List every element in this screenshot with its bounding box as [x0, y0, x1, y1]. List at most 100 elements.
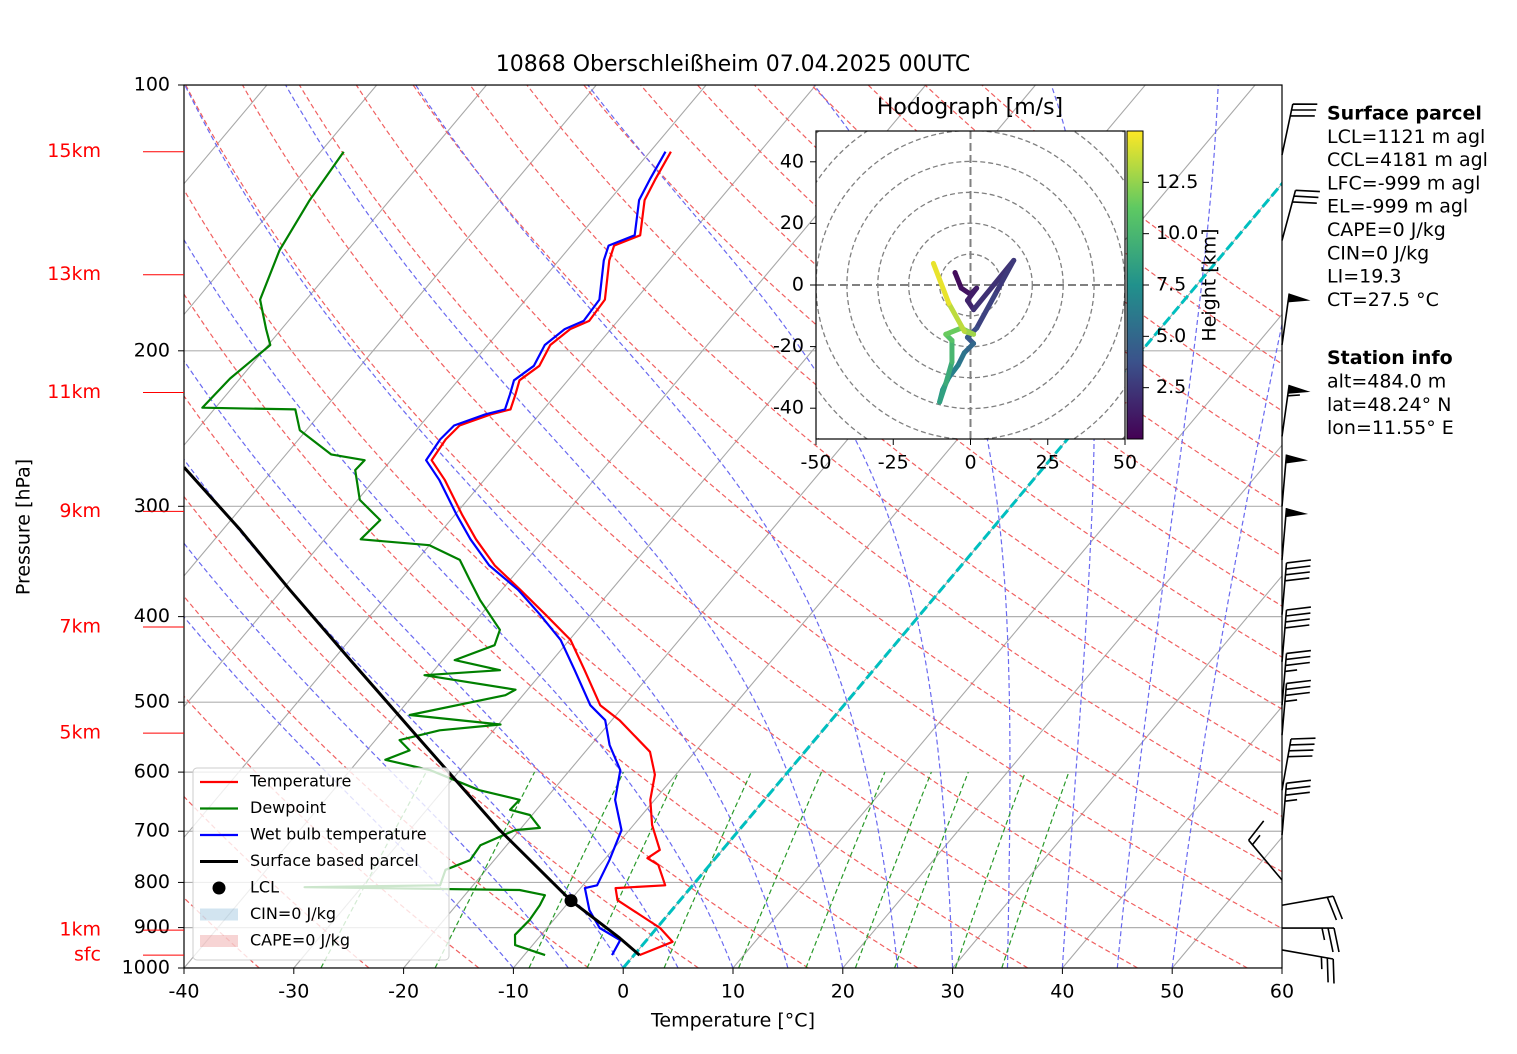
dry-adiabat — [640, 85, 1282, 607]
y-tick-label: 1000 — [122, 957, 170, 979]
barb-staff — [1281, 927, 1340, 953]
moist-adiabat — [184, 359, 679, 968]
moist-adiabat — [184, 238, 734, 968]
height-label: 1km — [59, 919, 101, 941]
dry-adiabat — [184, 495, 699, 968]
dry-adiabat — [184, 188, 1029, 968]
info-line: CCL=4181 m agl — [1327, 149, 1488, 171]
barb-staff — [1281, 679, 1311, 736]
x-tick-label: -30 — [278, 981, 309, 1003]
y-tick-label: 100 — [134, 74, 170, 96]
x-tick-label: -10 — [498, 981, 529, 1003]
legend-swatch — [200, 908, 238, 921]
wind-barb — [1281, 454, 1309, 507]
height-label: 15km — [47, 140, 101, 162]
moist-adiabat — [184, 542, 569, 968]
hodograph-x-tick-label: 50 — [1113, 452, 1137, 474]
wind-barb — [1281, 649, 1311, 706]
hodograph: -50 -25 0 25 50 -40 -20 0 20 40 2.5 5.0 7.5 10.0 12.5 — [773, 131, 1198, 474]
mixing-ratio-line — [663, 771, 752, 968]
dry-adiabat — [241, 85, 1248, 968]
barb-staff — [1281, 649, 1311, 706]
legend-label: CIN=0 J/kg — [250, 904, 336, 923]
wind-barb — [1281, 508, 1309, 560]
barb-staff — [1281, 606, 1311, 662]
wind-barb — [1281, 737, 1316, 791]
y-tick-label: 900 — [134, 916, 170, 938]
mixing-ratio-line — [854, 771, 932, 968]
info-line: LFC=-999 m agl — [1327, 172, 1480, 194]
x-axis-label: Temperature [°C] — [650, 1010, 815, 1032]
info-line: lon=11.55° E — [1327, 417, 1454, 439]
moist-adiabat — [285, 85, 844, 968]
x-tick-label: 30 — [941, 981, 965, 1003]
info-line: lat=48.24° N — [1327, 394, 1451, 416]
x-tick-label: 20 — [831, 981, 855, 1003]
hodograph-segment — [946, 300, 967, 334]
height-label: 5km — [59, 722, 101, 744]
barb-staff — [1281, 293, 1290, 346]
info-line: CT=27.5 °C — [1327, 289, 1439, 311]
legend-label: Surface based parcel — [250, 851, 419, 870]
hodograph-segment — [964, 285, 980, 303]
isotherm — [184, 85, 597, 577]
isotherm — [184, 85, 378, 316]
hodograph-y-tick-label: 0 — [792, 274, 804, 296]
info-line: CIN=0 J/kg — [1327, 242, 1429, 264]
barb-staff — [1281, 559, 1311, 615]
x-tick-label: 10 — [721, 981, 745, 1003]
mixing-ratio-line — [954, 771, 1026, 968]
isotherm — [1061, 705, 1282, 968]
colorbar-tick-label: 2.5 — [1156, 376, 1186, 398]
hodograph-segment — [974, 291, 998, 331]
chart-title: 10868 Oberschleißheim 07.04.2025 00UTC — [496, 52, 971, 77]
info-line: CAPE=0 J/kg — [1327, 219, 1446, 241]
mixing-ratio-line — [894, 771, 969, 968]
wind-barb — [1281, 559, 1311, 615]
legend-label: Dewpoint — [250, 798, 326, 817]
hodograph-segment — [937, 381, 949, 405]
hodograph-plot — [816, 131, 1125, 439]
wind-barb — [1281, 103, 1318, 156]
dry-adiabat — [526, 85, 1282, 710]
hodograph-x-tick-label: 0 — [964, 452, 976, 474]
x-tick-label: 50 — [1160, 981, 1184, 1003]
barb-staff — [1247, 820, 1283, 881]
x-tick-label: 60 — [1270, 981, 1294, 1003]
mixing-ratio-line — [805, 771, 886, 968]
barb-flag — [1288, 384, 1311, 394]
hodograph-segment — [930, 260, 952, 306]
y-tick-label: 300 — [134, 495, 170, 517]
dry-adiabat — [298, 85, 1282, 930]
barb-staff — [1281, 384, 1300, 437]
colorbar-tick-label: 10.0 — [1156, 222, 1198, 244]
height-label: sfc — [74, 944, 101, 966]
isotherm — [952, 575, 1282, 968]
isotherm — [842, 444, 1282, 968]
profile-line — [184, 466, 641, 957]
colorbar-tick-label: 5.0 — [1156, 325, 1186, 347]
y-tick-label: 800 — [134, 871, 170, 893]
legend-box — [192, 767, 450, 961]
legend-swatch — [200, 935, 238, 947]
mixing-ratio-line — [738, 771, 823, 968]
hodograph-y-tick-label: 20 — [780, 212, 804, 234]
moist-adiabat — [184, 616, 514, 968]
moist-adiabat — [1171, 321, 1282, 968]
hodograph-x-tick-label: -50 — [800, 452, 831, 474]
moist-adiabat — [184, 85, 789, 968]
x-tick-label: -20 — [388, 981, 419, 1003]
barb-staff — [1281, 895, 1344, 921]
wind-barb — [1281, 927, 1340, 953]
info-line: EL=-999 m agl — [1327, 196, 1468, 218]
dry-adiabat — [981, 85, 1282, 319]
barb-flag — [1285, 454, 1309, 464]
hodograph-title: Hodograph [m/s] — [877, 95, 1063, 120]
hodograph-y-tick-label: 40 — [780, 150, 804, 172]
barb-flag — [1288, 293, 1311, 303]
y-tick-label: 500 — [134, 691, 170, 713]
colorbar-tick-label: 7.5 — [1156, 274, 1186, 296]
wind-barb — [1281, 189, 1320, 241]
